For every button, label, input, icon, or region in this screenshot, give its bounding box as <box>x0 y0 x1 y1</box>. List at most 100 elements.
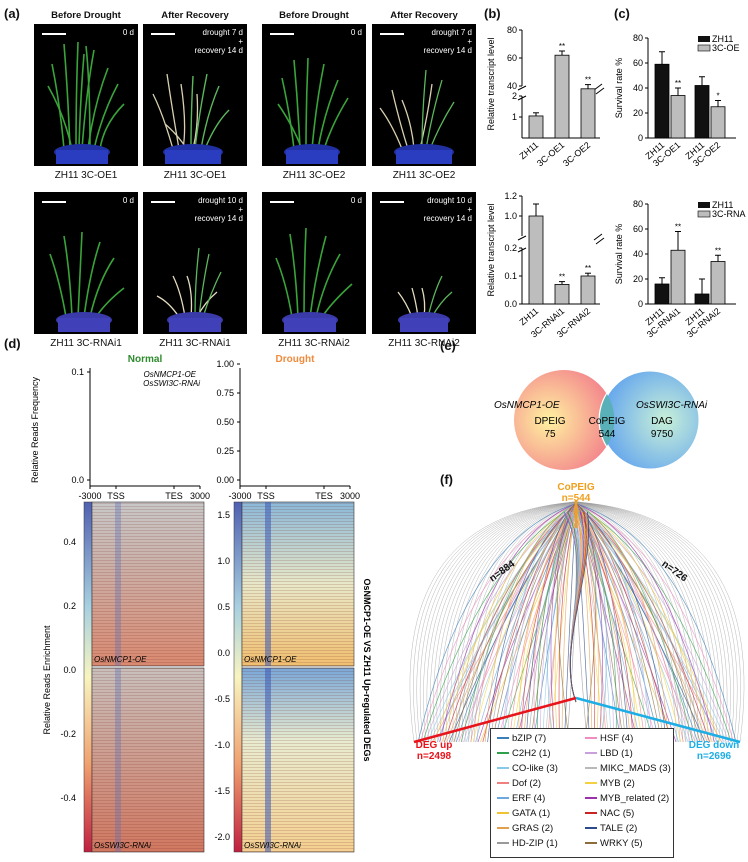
arc-left-gray <box>476 501 581 743</box>
tf-family-legend: bZIP (7) HSF (4) C2H2 (1) LBD (1) CO-like (3… <box>490 728 674 858</box>
arc-right-gray <box>574 501 711 743</box>
legend-swatch <box>497 827 509 830</box>
panel-f-arc-diagram <box>409 500 745 744</box>
y-tick-label: 60 <box>633 58 643 68</box>
x-tick-label: TES <box>165 491 183 501</box>
genotype-label-7: ZH11 3C-RNAi2 <box>278 338 350 349</box>
y-tick-label: 2 <box>512 91 517 101</box>
chart-b-bottom: Relative transcript level 0.0 0.1 0.2 1.0 1.2… <box>486 191 605 340</box>
legend-item: LBD (1) <box>585 748 633 759</box>
y-tick-label: 80 <box>633 199 643 209</box>
genotype-label-2: ZH11 3C-OE1 <box>163 170 227 181</box>
colorbar-tick-label: -0.5 <box>214 694 230 704</box>
col-title-4: After Recovery <box>390 10 458 21</box>
venn-mid-count: 544 <box>599 429 616 440</box>
legend-swatch-zh11 <box>698 36 710 42</box>
arc-left-tf <box>547 503 576 743</box>
heatmap-label: OsNMCP1-OE <box>244 655 297 664</box>
y-tick-label: 0 <box>638 133 643 143</box>
profile-legend: OsSWI3C-RNAi <box>143 379 200 388</box>
arc-right-tf <box>575 503 648 743</box>
legend-label: bZIP (7) <box>512 733 547 744</box>
legend-swatch-line <box>697 210 711 218</box>
arc-right-tf <box>576 503 650 743</box>
arc-right-tf <box>576 503 737 743</box>
colorbar-tick-label: -0.4 <box>60 793 76 803</box>
heatmap-label: OsNMCP1-OE <box>94 655 147 664</box>
venn-left-name: DPEIG <box>534 416 565 427</box>
heatmap-label: OsSWI3C-RNAi <box>244 841 301 850</box>
legend-label: MYB (2) <box>600 778 635 789</box>
arc-left-gray <box>419 501 575 743</box>
legend-swatch-line <box>697 44 711 52</box>
legend-label: 3C-RNAi <box>712 209 746 219</box>
arc-left-tf <box>504 503 576 743</box>
legend-item: TALE (2) <box>585 823 637 834</box>
venn-mid-name: CoPEIG <box>589 416 626 427</box>
y-axis-label: Survival rate % <box>614 224 624 285</box>
colorbar-tick-label: 1.0 <box>217 556 230 566</box>
y-tick-label: 40 <box>633 249 643 259</box>
deg-down-node-label: DEG down n=2696 <box>688 740 740 762</box>
arc-left-tf <box>460 503 576 743</box>
heatmap-tss-band <box>115 502 121 666</box>
arc-left-gray <box>426 501 576 743</box>
significance-mark: ** <box>585 264 591 273</box>
bar <box>694 293 710 305</box>
arc-left-tf <box>537 503 578 743</box>
arc-left-tf <box>439 503 576 743</box>
heatmap-label: OsSWI3C-RNAi <box>94 841 151 850</box>
deg-up-axis <box>413 696 577 744</box>
arc-left-tf <box>472 503 578 743</box>
colorbar-tick-label: -2.0 <box>214 832 230 842</box>
arc-left-gray <box>458 501 579 743</box>
photo-after-oe1: drought 7 d + recovery 14 d <box>143 24 247 166</box>
legend-swatch <box>497 752 509 755</box>
chart-b-top: Relative transcript level 12406080ZH11**3… <box>486 25 605 168</box>
arc-left-tf <box>550 503 576 743</box>
y-tick-label: 20 <box>633 108 643 118</box>
profile-y-label: Relative Reads Frequency <box>30 376 40 483</box>
arc-right-gray <box>575 501 715 743</box>
x-tick-label: 3000 <box>190 491 210 501</box>
legend-item: HD-ZIP (1) <box>497 838 558 849</box>
arc-right-gray <box>575 501 721 743</box>
profile-title: Drought <box>276 354 316 365</box>
y-tick-label: 20 <box>633 274 643 284</box>
arc-right-tf <box>576 503 694 743</box>
legend-swatch <box>497 782 509 785</box>
axis-break-right <box>593 83 605 95</box>
arc-right-tf <box>574 503 667 743</box>
photo-after-oe2: drought 7 d + recovery 14 d <box>372 24 476 166</box>
arc-left-tf <box>546 503 578 743</box>
heatmap-texture <box>242 502 354 666</box>
legend-item: C2H2 (1) <box>497 748 551 759</box>
copeig-node-label: CoPEIG n=544 <box>557 482 595 504</box>
col-title-1: Before Drought <box>51 10 121 21</box>
colorbar-tick-label: -1.0 <box>214 740 230 750</box>
bar <box>710 261 726 305</box>
legend-label: CO-like (3) <box>512 763 558 774</box>
panel-d-profile-heatmaps: Normal -3000 TSS TES 3000 Drought -3000 TSS TES 3… <box>30 354 372 853</box>
legend-item: MYB_related (2) <box>585 793 669 804</box>
bar <box>670 249 686 305</box>
y-tick-label: 40 <box>507 81 517 91</box>
bar <box>670 95 686 139</box>
colorbar-drought <box>233 501 243 853</box>
arc-right-tf <box>574 503 725 743</box>
y-tick-label: 0.00 <box>216 475 234 485</box>
legend-item: GATA (1) <box>497 808 550 819</box>
axis-break <box>517 235 527 253</box>
photo-after-rnai1: drought 10 d + recovery 14 d <box>143 192 247 334</box>
significance-mark: ** <box>585 76 591 85</box>
y-tick-label: 1.0 <box>504 211 517 221</box>
legend-item: Dof (2) <box>497 778 541 789</box>
arc-left-tf <box>480 503 578 743</box>
heatmap-tss-band <box>265 668 271 852</box>
y-tick-label: 40 <box>633 83 643 93</box>
arc-left-gray <box>409 501 575 743</box>
arc-left-gray <box>452 501 578 743</box>
legend-label: WRKY (5) <box>600 838 643 849</box>
legend-swatch <box>585 842 597 845</box>
significance-mark: ** <box>559 42 565 51</box>
